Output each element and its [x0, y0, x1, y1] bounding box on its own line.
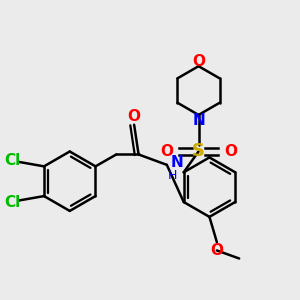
Text: H: H — [167, 169, 177, 182]
Text: O: O — [210, 243, 224, 258]
Text: Cl: Cl — [5, 153, 21, 168]
Text: S: S — [192, 142, 205, 160]
Text: Cl: Cl — [5, 194, 21, 209]
Text: O: O — [160, 144, 173, 159]
Text: N: N — [192, 113, 205, 128]
Text: O: O — [224, 144, 237, 159]
Text: N: N — [170, 155, 183, 170]
Text: O: O — [128, 109, 141, 124]
Text: O: O — [192, 54, 205, 69]
